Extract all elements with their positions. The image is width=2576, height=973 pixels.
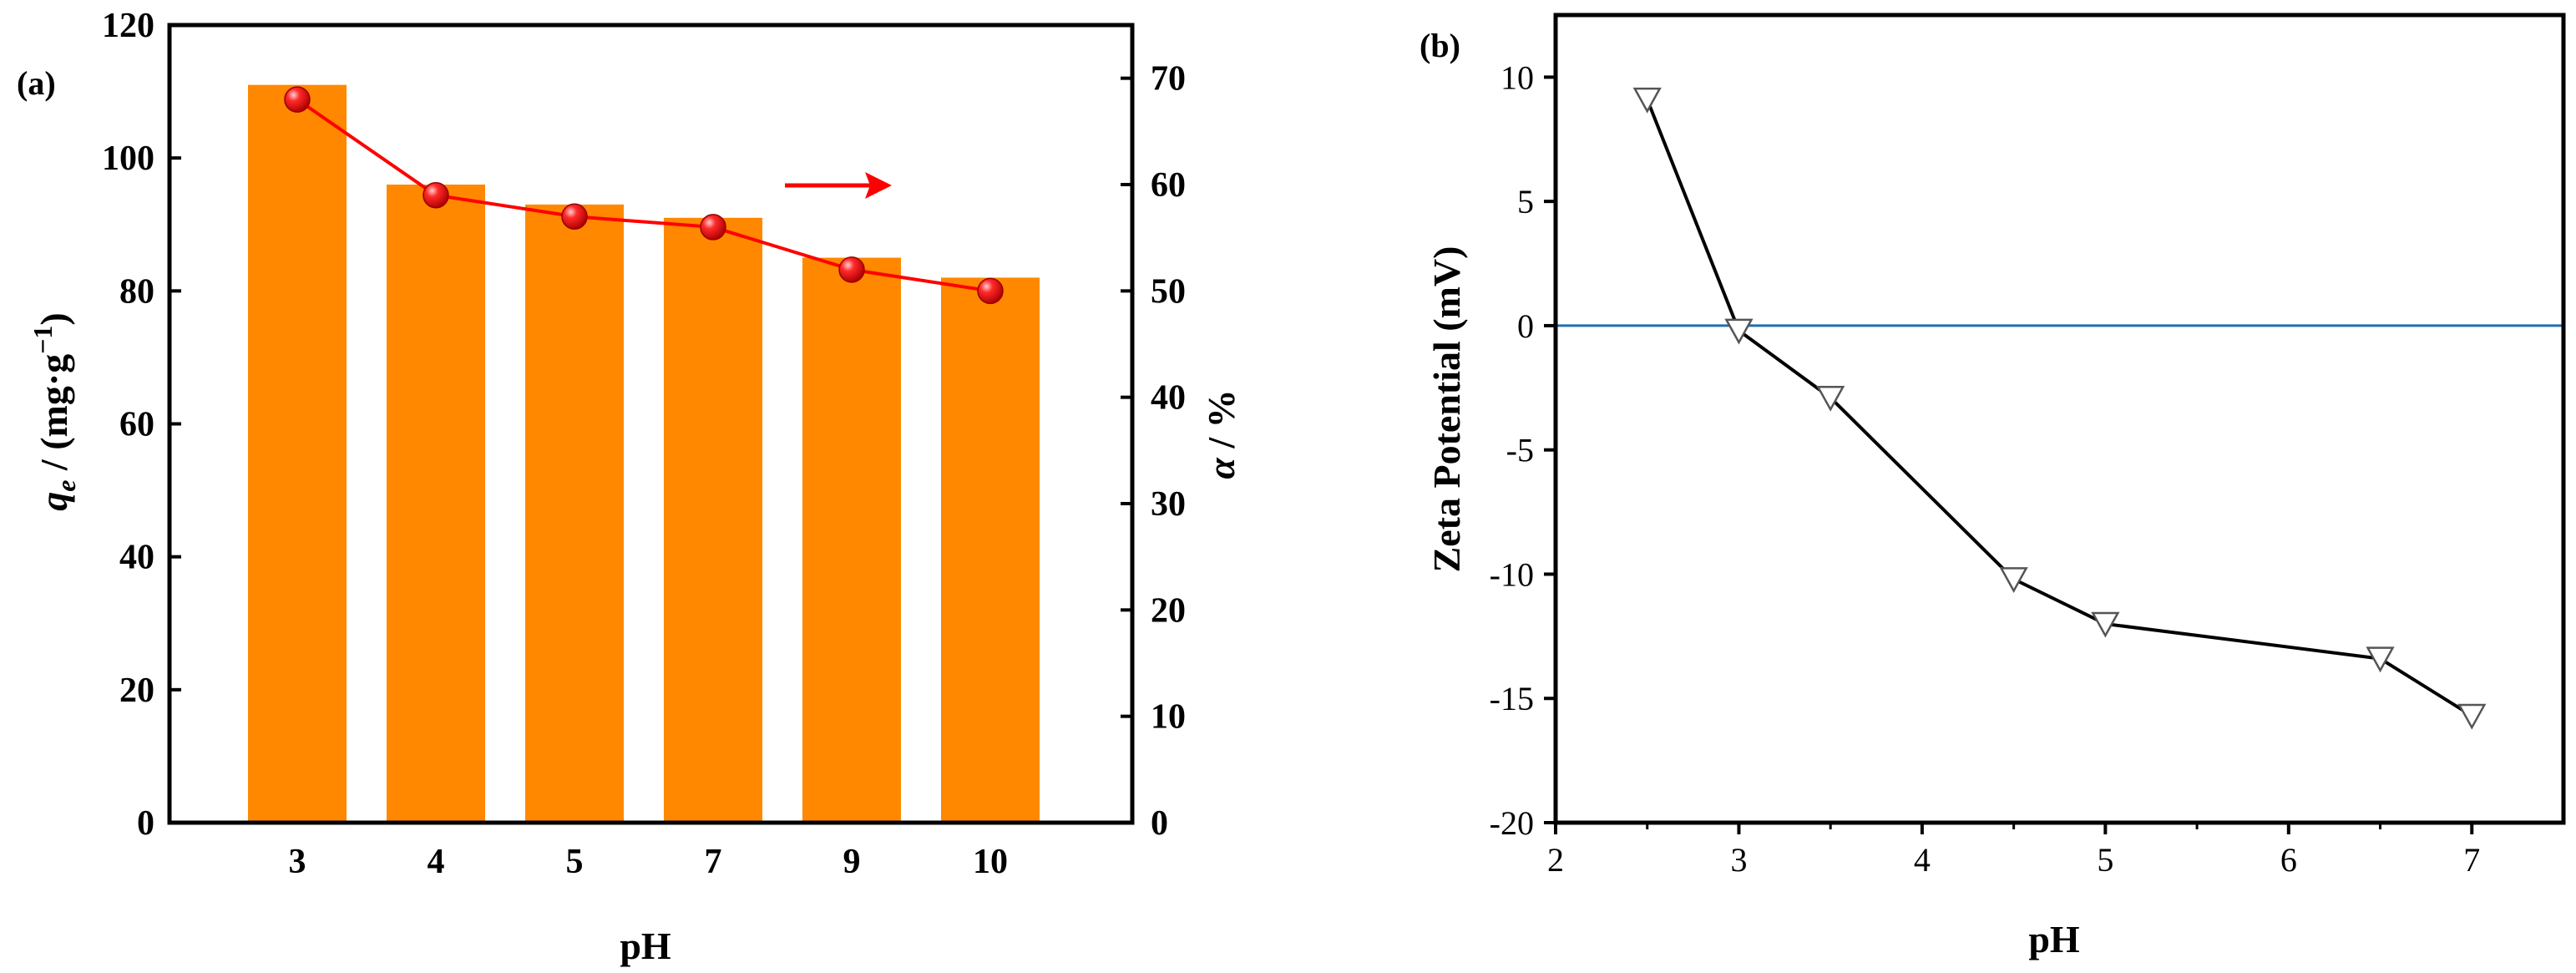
right-axis-symbol: α — [1200, 457, 1242, 479]
bar-ph-3 — [248, 84, 347, 823]
x-tick-label: 3 — [1730, 841, 1747, 879]
x-tick-label: 5 — [2097, 841, 2113, 879]
panel-b-markers — [1632, 87, 2487, 730]
zeta-point-ph-3.5 — [1816, 385, 1845, 412]
left-axis-superscript: −1 — [28, 326, 58, 354]
bar-ph-4 — [387, 185, 485, 823]
left-axis-unit: / (mg·g — [33, 354, 75, 480]
x-tick-label-ph-3: 3 — [289, 843, 306, 881]
alpha-point-ph-10 — [977, 277, 1004, 305]
left-tick-label: 100 — [102, 139, 154, 178]
left-axis-subscript: e — [51, 480, 81, 492]
x-tick-label-ph-7: 7 — [705, 843, 722, 881]
right-tick-label: 50 — [1151, 272, 1186, 311]
arrow-head — [865, 172, 892, 199]
right-tick-label: 70 — [1151, 60, 1186, 99]
bar-ph-9 — [802, 257, 901, 824]
right-axis-unit: / % — [1200, 389, 1242, 458]
left-tick-label: 0 — [137, 804, 154, 843]
y-tick-label: -15 — [1490, 680, 1534, 717]
panel-b-line-series — [1645, 99, 2473, 717]
y-tick-label: -5 — [1506, 432, 1534, 469]
right-tick-label: 20 — [1151, 591, 1186, 630]
alpha-point-ph-4 — [423, 181, 449, 209]
right-axis-indicator-arrow — [785, 172, 892, 199]
panel-a-left-axis-title: qe / (mg·g−1) — [28, 312, 81, 511]
right-tick-label: 10 — [1151, 698, 1186, 737]
panel-a-x-axis-ticks: 3 4 5 7 9 10 — [289, 843, 1009, 881]
left-tick-label: 60 — [119, 406, 154, 444]
panel-b-y-axis-ticks: -20 -15 -10 -5 0 5 10 — [1490, 58, 1556, 842]
y-tick-label: -20 — [1490, 804, 1534, 842]
panel-b-y-axis-title: Zeta Potential (mV) — [1425, 246, 1468, 573]
alpha-point-ph-5 — [561, 203, 588, 230]
left-tick-label: 120 — [102, 7, 154, 45]
zeta-point-ph-5 — [2091, 611, 2120, 638]
x-tick-label: 2 — [1547, 841, 1564, 879]
y-tick-label: 5 — [1517, 183, 1534, 220]
panel-a-right-axis-ticks: 0 10 20 30 40 50 60 70 — [1121, 60, 1186, 843]
panel-a-line-series — [296, 98, 991, 293]
panel-a-label: (a) — [17, 64, 56, 102]
bar-ph-5 — [525, 204, 624, 823]
right-tick-label: 40 — [1151, 379, 1186, 418]
panel-a-left-axis-ticks: 0 20 40 60 80 100 120 — [102, 7, 181, 843]
left-tick-label: 80 — [119, 272, 154, 311]
left-axis-symbol: q — [33, 492, 75, 511]
right-tick-label: 30 — [1151, 485, 1186, 524]
x-tick-label: 6 — [2280, 841, 2297, 879]
x-tick-label: 4 — [1914, 841, 1931, 879]
panel-a-bars — [248, 84, 1040, 824]
panel-b-x-axis-title: pH — [2028, 918, 2080, 960]
alpha-point-ph-9 — [838, 256, 865, 283]
panel-b-chart: -20 -15 -10 -5 0 5 10 2 3 4 5 6 7 (b) pH Zeta Poten… — [1420, 13, 2566, 960]
x-tick-label-ph-9: 9 — [843, 843, 861, 881]
panel-a-x-axis-title: pH — [620, 925, 671, 967]
left-tick-label: 20 — [119, 671, 154, 710]
alpha-point-ph-3 — [284, 86, 311, 113]
alpha-series-line — [296, 98, 991, 293]
panel-b-label: (b) — [1420, 27, 1460, 64]
y-tick-label: 10 — [1501, 58, 1534, 96]
panel-a-right-axis-title: α / % — [1200, 389, 1242, 479]
y-tick-label: -10 — [1490, 555, 1534, 593]
left-axis-close: ) — [33, 312, 75, 325]
zeta-series-line — [1645, 99, 2473, 717]
zeta-point-ph-4.5 — [1999, 567, 2028, 593]
panel-b-plot-frame — [1553, 13, 2566, 825]
panel-b-x-axis-ticks: 2 3 4 5 6 7 — [1547, 823, 2480, 879]
zeta-point-ph-7 — [2457, 703, 2487, 730]
panel-a-line-points — [284, 86, 1004, 305]
right-tick-label: 0 — [1151, 804, 1168, 843]
zeta-point-ph-3 — [1724, 318, 1754, 345]
zeta-point-ph-6.5 — [2366, 646, 2395, 673]
alpha-point-ph-7 — [700, 214, 726, 241]
x-tick-label: 7 — [2463, 841, 2480, 879]
right-tick-label: 60 — [1151, 166, 1186, 205]
x-tick-label-ph-4: 4 — [428, 843, 445, 881]
x-tick-label-ph-10: 10 — [973, 843, 1008, 881]
y-tick-label: 0 — [1517, 307, 1534, 345]
bar-ph-10 — [941, 277, 1040, 824]
x-tick-label-ph-5: 5 — [566, 843, 584, 881]
bar-ph-7 — [664, 217, 762, 824]
zeta-point-ph-2.5 — [1632, 87, 1662, 114]
left-tick-label: 40 — [119, 539, 154, 577]
